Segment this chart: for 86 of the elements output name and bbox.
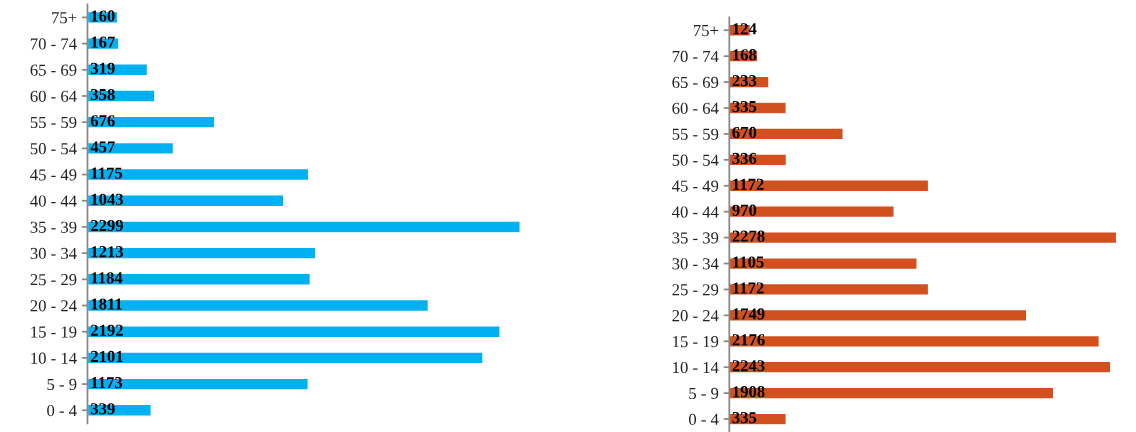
data-label: 1175 xyxy=(91,167,123,179)
y-tick-label: 50 - 54 xyxy=(672,154,719,166)
data-label: 1908 xyxy=(733,386,765,398)
y-tick-label: 65 - 69 xyxy=(672,76,719,89)
bar xyxy=(87,272,312,286)
bar xyxy=(729,127,844,141)
data-label: 1043 xyxy=(91,193,124,205)
bar xyxy=(87,220,521,234)
bar xyxy=(729,334,1100,348)
data-label: 2176 xyxy=(732,334,765,346)
data-label: 335 xyxy=(732,100,757,113)
bar xyxy=(87,89,156,103)
y-tick-label: 15 - 19 xyxy=(31,326,77,338)
data-label: 1172 xyxy=(733,178,764,190)
data-label: 676 xyxy=(90,115,115,127)
bar xyxy=(729,360,1112,374)
y-tick-label: 10 - 14 xyxy=(673,361,719,374)
y-tick-label: 15 - 19 xyxy=(673,336,719,348)
data-label: 2101 xyxy=(91,350,123,363)
data-label: 167 xyxy=(91,36,115,48)
y-tick-label: 25 - 29 xyxy=(30,274,77,286)
y-tick-label: 50 - 54 xyxy=(30,143,77,155)
y-tick-label: 30 - 34 xyxy=(672,258,719,270)
data-label: 358 xyxy=(90,88,115,101)
y-tick-label: 10 - 14 xyxy=(31,352,77,364)
data-label: 2299 xyxy=(91,219,124,232)
y-tick-label: 35 - 39 xyxy=(30,221,77,233)
data-label: 336 xyxy=(732,152,757,165)
bar xyxy=(729,256,918,271)
data-label: 319 xyxy=(90,62,115,74)
bar xyxy=(87,167,310,182)
data-label: 1213 xyxy=(91,246,124,258)
data-label: 233 xyxy=(732,75,757,87)
data-label: 160 xyxy=(91,10,115,22)
y-tick-label: 45 - 49 xyxy=(672,180,719,192)
y-tick-label: 5 - 9 xyxy=(689,387,719,400)
bar xyxy=(87,141,175,155)
y-tick-label: 70 - 74 xyxy=(672,50,719,63)
y-tick-label: 60 - 64 xyxy=(672,102,719,114)
y-tick-label: 75+ xyxy=(52,12,77,24)
y-tick-label: 40 - 44 xyxy=(672,206,719,218)
bar xyxy=(729,101,787,115)
y-tick-label: 45 - 49 xyxy=(30,169,77,181)
y-tick-label: 60 - 64 xyxy=(30,90,77,102)
data-label: 1173 xyxy=(91,377,123,389)
y-tick-label: 20 - 24 xyxy=(30,300,77,312)
data-label: 970 xyxy=(732,204,757,216)
data-label: 1105 xyxy=(733,256,764,268)
data-label: 1172 xyxy=(733,282,764,294)
data-label: 339 xyxy=(90,403,115,415)
bar xyxy=(87,325,501,339)
bar xyxy=(729,231,1118,245)
y-tick-label: 40 - 44 xyxy=(30,195,77,207)
bar xyxy=(729,179,930,193)
bar xyxy=(87,351,484,365)
y-tick-label: 65 - 69 xyxy=(30,64,77,76)
y-tick-label: 30 - 34 xyxy=(30,247,77,260)
bar xyxy=(729,308,1028,322)
bar xyxy=(729,205,895,219)
bar xyxy=(729,282,930,296)
bar xyxy=(87,194,285,208)
y-tick-label: 75+ xyxy=(693,25,719,37)
bar xyxy=(87,115,216,129)
data-label: 2192 xyxy=(91,324,123,336)
bar xyxy=(87,377,309,391)
data-label: 1811 xyxy=(91,298,122,310)
y-tick-label: 25 - 29 xyxy=(672,284,719,296)
data-label: 1184 xyxy=(91,272,123,284)
y-tick-label: 35 - 39 xyxy=(672,232,719,244)
y-tick-label: 0 - 4 xyxy=(688,413,719,425)
y-tick-label: 55 - 59 xyxy=(672,128,719,140)
data-label: 1749 xyxy=(733,308,765,320)
data-label: 335 xyxy=(732,412,757,424)
data-label: 2243 xyxy=(732,360,765,372)
y-tick-label: 20 - 24 xyxy=(672,310,719,322)
y-tick-label: 55 - 59 xyxy=(30,116,77,129)
data-label: 2278 xyxy=(732,230,765,242)
data-label: 457 xyxy=(90,141,115,153)
y-tick-label: 70 - 74 xyxy=(30,38,77,50)
data-label: 168 xyxy=(733,49,757,61)
bar xyxy=(87,246,317,260)
y-tick-label: 0 - 4 xyxy=(47,404,77,417)
y-tick-label: 5 - 9 xyxy=(47,378,77,391)
bar xyxy=(729,386,1055,400)
data-label: 670 xyxy=(732,126,757,139)
bar xyxy=(87,298,430,313)
